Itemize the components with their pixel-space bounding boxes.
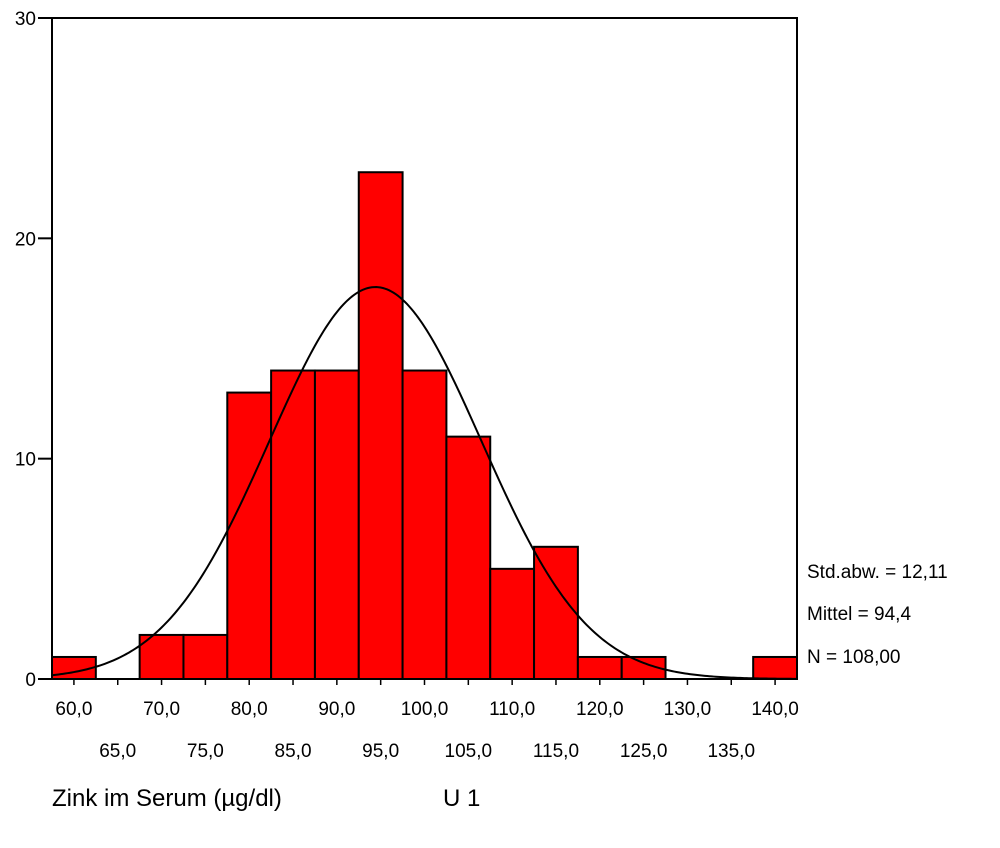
histogram-bar	[138, 633, 185, 681]
x-tick-label: 90,0	[318, 699, 355, 720]
histogram-bar	[445, 435, 492, 680]
normal-curve	[51, 286, 798, 680]
x-axis-title: Zink im Serum (µg/dl)	[52, 785, 282, 812]
y-axis: 0 10 20 30	[15, 9, 52, 691]
x-tick-label: 115,0	[533, 741, 579, 762]
x-tick-label: 125,0	[620, 741, 668, 762]
x-tick-label: 135,0	[707, 741, 755, 762]
y-tick-label: 20	[15, 229, 36, 250]
x-tick-label: 120,0	[576, 699, 624, 720]
histogram-bar	[226, 391, 273, 680]
y-tick-label: 0	[25, 670, 36, 691]
histogram-bar	[752, 655, 798, 681]
histogram-bar	[182, 633, 229, 681]
x-tick-label: 70,0	[143, 699, 180, 720]
x-tick-label: 65,0	[99, 741, 136, 762]
histogram-bar	[313, 369, 360, 680]
x-tick-label: 75,0	[187, 741, 224, 762]
y-tick-label: 10	[15, 450, 36, 471]
panel-label: U 1	[443, 785, 480, 812]
histogram-bar	[489, 567, 536, 680]
n-label: N = 108,00	[807, 647, 901, 668]
x-tick-label: 105,0	[445, 741, 493, 762]
histogram-bar	[533, 545, 579, 680]
std-dev-label: Std.abw. = 12,11	[807, 562, 948, 583]
bars-layer	[51, 171, 798, 681]
x-tick-label: 95,0	[362, 741, 399, 762]
x-tick-label: 80,0	[231, 699, 268, 720]
y-tick-label: 30	[15, 9, 36, 30]
stats-box: Std.abw. = 12,11 Mittel = 94,4 N = 108,0…	[807, 562, 948, 668]
histogram-bar	[357, 171, 404, 680]
mean-label: Mittel = 94,4	[807, 604, 911, 625]
x-tick-label: 100,0	[401, 699, 449, 720]
histogram-bar	[270, 369, 316, 680]
x-axis: 60,0 70,0 80,0 90,0 100,0 110,0 120,0 130,0 140,…	[55, 679, 799, 762]
x-tick-label: 130,0	[664, 699, 712, 720]
x-tick-label: 110,0	[489, 699, 535, 720]
histogram-bar	[576, 655, 623, 681]
x-tick-label: 140,0	[751, 699, 799, 720]
x-tick-label: 85,0	[275, 741, 312, 762]
x-tick-label: 60,0	[55, 699, 92, 720]
histogram-bar	[401, 369, 448, 680]
